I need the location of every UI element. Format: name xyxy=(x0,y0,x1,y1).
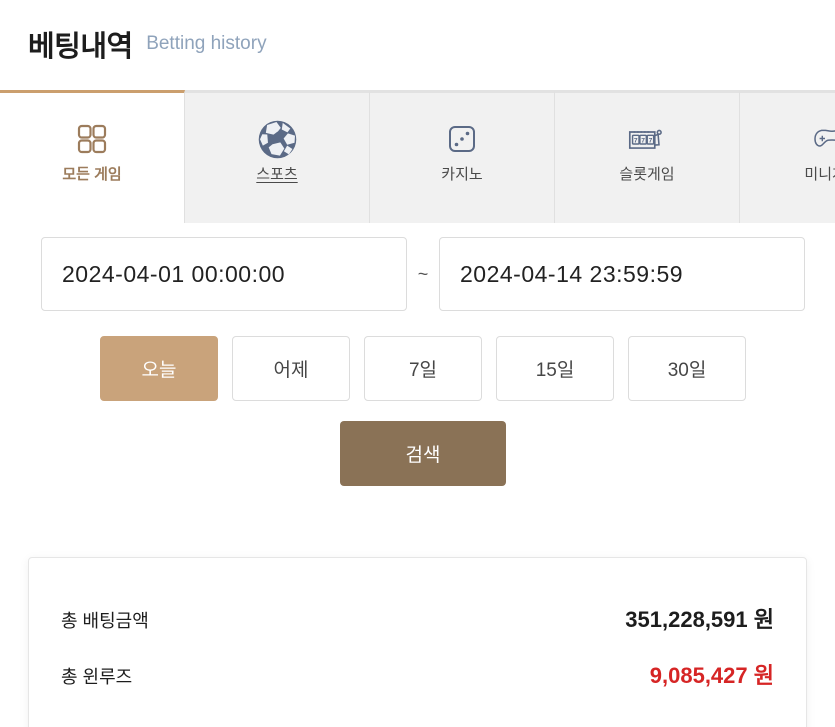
svg-text:7: 7 xyxy=(641,138,645,145)
svg-text:7: 7 xyxy=(634,138,638,145)
svg-text:7: 7 xyxy=(649,138,653,145)
